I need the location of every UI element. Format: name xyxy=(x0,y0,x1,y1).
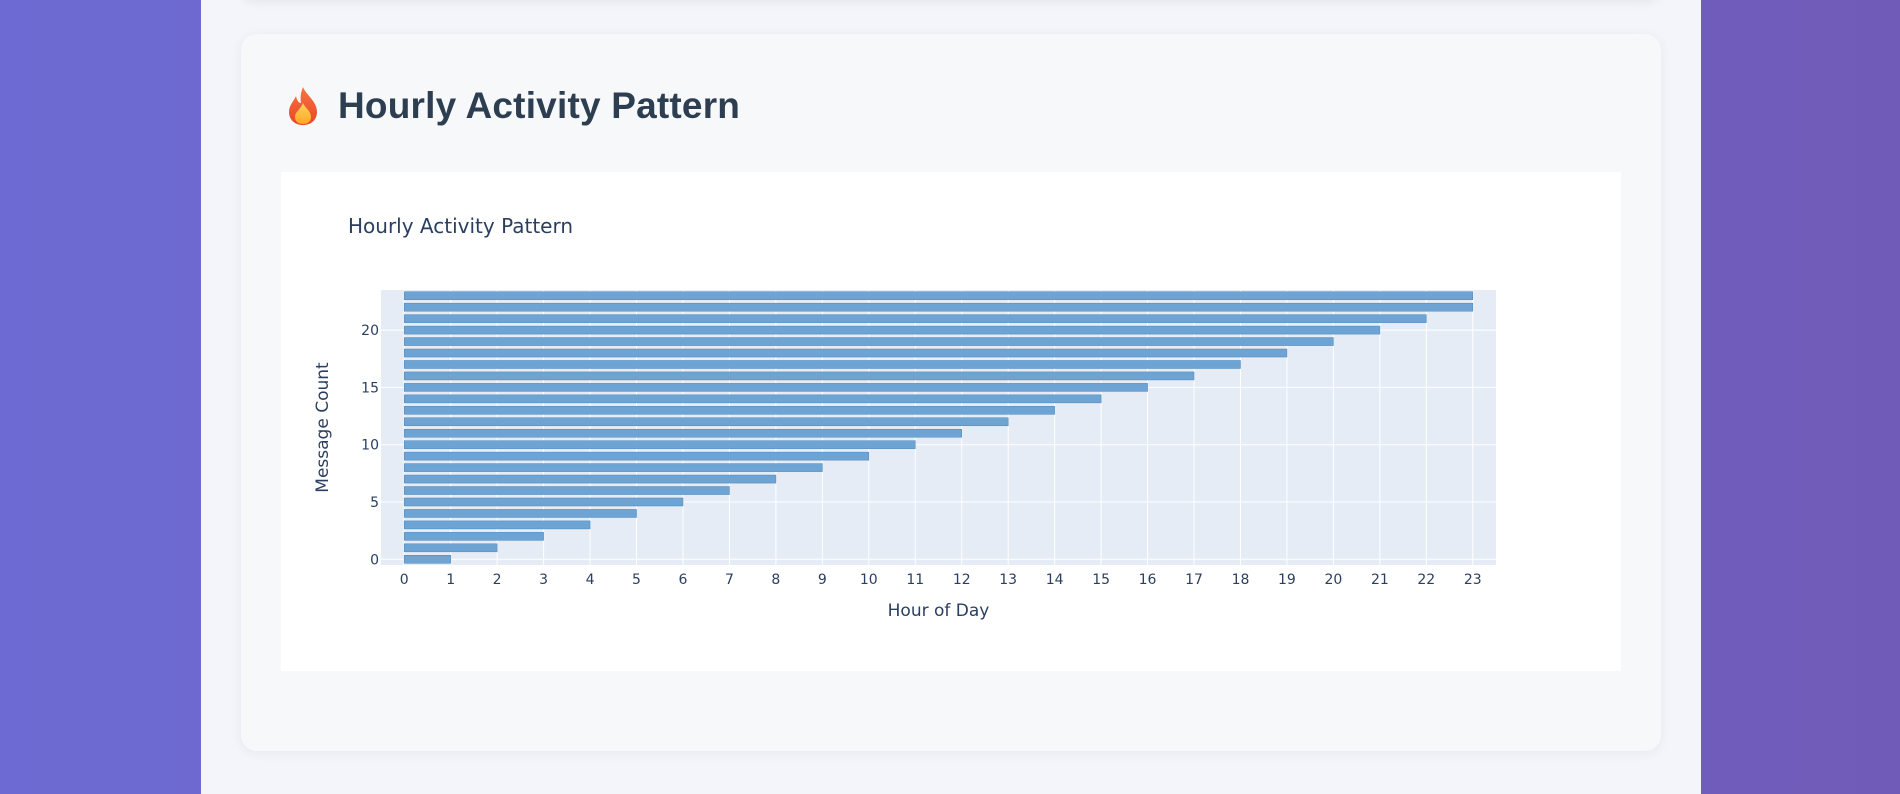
section-header: Hourly Activity Pattern xyxy=(286,78,740,134)
y-tick-label: 0 xyxy=(370,552,379,568)
x-tick-label: 21 xyxy=(1371,572,1389,588)
bar xyxy=(403,543,498,553)
bar xyxy=(403,555,451,564)
bar xyxy=(403,428,962,438)
x-tick-label: 22 xyxy=(1417,572,1435,588)
x-tick-label: 16 xyxy=(1139,572,1157,588)
x-tick-label: 1 xyxy=(446,572,455,588)
fire-icon xyxy=(289,87,317,125)
bar xyxy=(403,383,1148,392)
bar xyxy=(403,406,1055,415)
x-tick-label: 0 xyxy=(400,572,409,588)
hourly-activity-chart: 0 1 2 3 4 5 6 7 8 9 10 11 12 13 14 15 16 17 18 19 20 21 22 2305… xyxy=(313,290,1496,621)
bar xyxy=(403,486,730,495)
x-tick-label: 3 xyxy=(539,572,548,588)
x-axis-title: Hour of Day xyxy=(888,601,990,621)
bar xyxy=(403,394,1102,404)
x-tick-label: 4 xyxy=(586,572,595,588)
bar xyxy=(403,417,1009,427)
bar xyxy=(403,348,1288,358)
bar xyxy=(403,440,916,449)
x-tick-label: 12 xyxy=(953,572,971,588)
bar xyxy=(403,325,1381,335)
x-tick-label: 20 xyxy=(1324,572,1342,588)
x-tick-label: 15 xyxy=(1092,572,1110,588)
x-tick-label: 10 xyxy=(860,572,878,588)
x-tick-label: 18 xyxy=(1232,572,1250,588)
y-tick-label: 15 xyxy=(361,380,379,396)
bar xyxy=(403,509,637,518)
y-tick-label: 10 xyxy=(361,438,379,454)
x-tick-label: 19 xyxy=(1278,572,1296,588)
y-tick-label: 20 xyxy=(361,323,379,339)
x-tick-label: 5 xyxy=(632,572,641,588)
bar xyxy=(403,371,1195,381)
x-tick-label: 2 xyxy=(493,572,502,588)
y-axis-title: Message Count xyxy=(313,362,333,493)
bar xyxy=(403,314,1427,323)
x-tick-label: 14 xyxy=(1046,572,1064,588)
bar xyxy=(403,291,1474,300)
x-tick-label: 11 xyxy=(906,572,924,588)
chart-panel: Hourly Activity Pattern 0 1 2 3 4 5 6 7 8 9 10 11 12… xyxy=(281,172,1621,671)
x-tick-label: 17 xyxy=(1185,572,1203,588)
bar xyxy=(403,497,684,507)
bar xyxy=(403,532,544,541)
bar xyxy=(403,463,823,472)
bar xyxy=(403,302,1474,312)
y-tick-label: 5 xyxy=(370,495,379,511)
x-tick-label: 8 xyxy=(771,572,780,588)
x-tick-label: 23 xyxy=(1464,572,1482,588)
hourly-activity-card: Hourly Activity Pattern Hourly Activity … xyxy=(241,34,1661,751)
x-tick-label: 6 xyxy=(679,572,688,588)
bar xyxy=(403,451,870,461)
bar xyxy=(403,337,1334,346)
chart-title: Hourly Activity Pattern xyxy=(348,214,574,238)
section-title: Hourly Activity Pattern xyxy=(338,85,741,126)
x-tick-label: 13 xyxy=(999,572,1017,588)
bar xyxy=(403,474,777,484)
bar xyxy=(403,520,591,530)
main-column: Hourly Activity Pattern Hourly Activity … xyxy=(201,0,1701,794)
x-tick-label: 9 xyxy=(818,572,827,588)
x-tick-label: 7 xyxy=(725,572,734,588)
plot-area xyxy=(381,290,1496,565)
bar xyxy=(403,360,1241,369)
